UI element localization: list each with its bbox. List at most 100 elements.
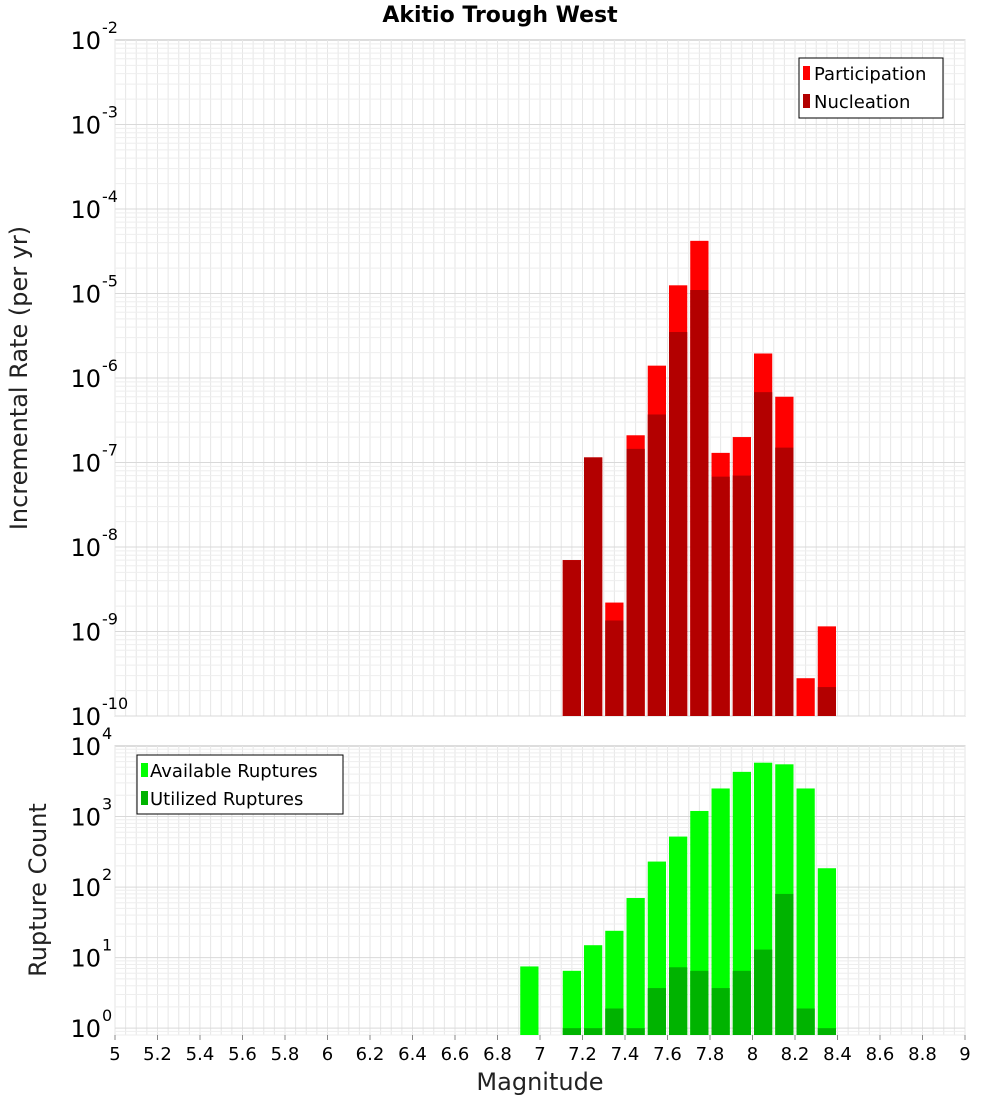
count-legend-box [136, 754, 344, 815]
bar-nucleation-8.15 [775, 447, 794, 716]
chart-title: Akitio Trough West [382, 3, 618, 28]
count-legend: Available Ruptures Utilized Ruptures [136, 754, 344, 815]
bar-utilized-ruptures-8.15 [775, 893, 794, 1035]
count-y-axis-label: Rupture Count [24, 803, 52, 977]
bar-utilized-ruptures-7.65 [669, 967, 688, 1035]
x-ticks: 5 5.2 5.4 5.6 5.8 6 6.2 6.4 6.6 6.8 7 7.2 7.4 7.6 7.8 8… [109, 1035, 971, 1065]
y-tick-exponent: 3 [102, 795, 112, 814]
y-tick-exponent: -10 [102, 694, 128, 713]
x-tick-label: 5.8 [271, 1044, 300, 1065]
x-tick-label: 7.8 [696, 1044, 725, 1065]
bar-nucleation-7.25 [584, 457, 603, 716]
bar-available-ruptures-7.85 [711, 788, 730, 1035]
legend-swatch-utilized [141, 791, 148, 805]
x-tick-label: 8.6 [866, 1044, 895, 1065]
bar-utilized-ruptures-7.45 [626, 1028, 645, 1035]
bar-utilized-ruptures-7.25 [584, 1028, 603, 1035]
y-tick-exponent: 1 [102, 936, 112, 955]
x-tick-label: 6.6 [441, 1044, 470, 1065]
y-tick-label: 10 [70, 619, 101, 647]
x-axis-label: Magnitude [476, 1068, 603, 1096]
count-bars [520, 762, 836, 1035]
y-tick-exponent: -7 [102, 441, 118, 460]
rate-bars [562, 240, 836, 716]
legend-label-nucleation: Nucleation [814, 92, 910, 113]
bar-nucleation-7.95 [732, 475, 751, 716]
y-tick-exponent: -3 [102, 103, 118, 122]
x-tick-label: 8.2 [781, 1044, 810, 1065]
x-tick-label: 7.2 [568, 1044, 597, 1065]
y-tick-label: 10 [70, 196, 101, 224]
bar-nucleation-7.35 [605, 620, 624, 716]
legend-swatch-nucleation [803, 94, 810, 108]
bar-nucleation-7.85 [711, 476, 730, 716]
y-tick-label: 10 [70, 534, 101, 562]
y-tick-exponent: -5 [102, 272, 118, 291]
y-tick-label: 10 [70, 874, 101, 902]
bar-available-ruptures-6.95 [520, 966, 539, 1035]
x-tick-label: 6.8 [483, 1044, 512, 1065]
bar-nucleation-7.65 [669, 332, 688, 716]
x-tick-label: 6 [322, 1044, 333, 1065]
bar-available-ruptures-7.25 [584, 945, 603, 1035]
bar-available-ruptures-8.25 [796, 788, 815, 1035]
bar-available-ruptures-8.35 [817, 868, 836, 1035]
bar-nucleation-8.35 [817, 687, 836, 716]
y-tick-exponent: -2 [102, 18, 118, 37]
x-tick-label: 8.4 [823, 1044, 852, 1065]
rate-grid [114, 40, 966, 717]
x-tick-label: 7.6 [653, 1044, 682, 1065]
y-tick-label: 10 [70, 281, 101, 309]
x-tick-label: 8.8 [908, 1044, 937, 1065]
y-tick-exponent: 4 [102, 724, 112, 743]
y-tick-exponent: -9 [102, 610, 118, 629]
x-tick-label: 6.4 [398, 1044, 427, 1065]
y-tick-exponent: -4 [102, 187, 118, 206]
y-tick-label: 10 [70, 365, 101, 393]
bar-utilized-ruptures-7.85 [711, 988, 730, 1035]
legend-label-available: Available Ruptures [150, 761, 318, 782]
rate-y-axis-label: Incremental Rate (per yr) [5, 226, 33, 530]
legend-swatch-participation [803, 66, 810, 80]
bar-available-ruptures-7.95 [732, 771, 751, 1035]
x-tick-label: 7 [534, 1044, 545, 1065]
bar-nucleation-7.55 [647, 414, 666, 716]
x-tick-label: 9 [959, 1044, 970, 1065]
bar-utilized-ruptures-7.15 [562, 1028, 581, 1035]
bar-nucleation-7.75 [690, 290, 709, 716]
y-tick-label: 10 [70, 450, 101, 478]
bar-utilized-ruptures-7.55 [647, 988, 666, 1035]
y-tick-label: 10 [70, 733, 101, 761]
y-tick-exponent: 0 [102, 1006, 112, 1025]
bar-utilized-ruptures-8.35 [817, 1028, 836, 1035]
bar-nucleation-8.05 [754, 392, 773, 716]
bar-utilized-ruptures-8.05 [754, 949, 773, 1035]
y-tick-label: 10 [70, 27, 101, 55]
y-tick-label: 10 [70, 945, 101, 973]
bar-nucleation-7.15 [562, 560, 581, 716]
rate-legend-box [798, 57, 944, 119]
x-tick-label: 6.2 [356, 1044, 385, 1065]
bar-nucleation-7.45 [626, 448, 645, 716]
bar-utilized-ruptures-7.35 [605, 1008, 624, 1035]
y-tick-label: 10 [70, 1015, 101, 1043]
bar-available-ruptures-7.15 [562, 970, 581, 1035]
rate-legend: Participation Nucleation [798, 57, 944, 119]
x-tick-label: 5.4 [186, 1044, 215, 1065]
legend-label-participation: Participation [814, 64, 926, 85]
bar-participation-8.25 [796, 678, 815, 716]
y-tick-exponent: 2 [102, 865, 112, 884]
x-tick-label: 5.6 [228, 1044, 257, 1065]
legend-label-utilized: Utilized Ruptures [150, 789, 303, 810]
x-tick-label: 8 [747, 1044, 758, 1065]
bar-utilized-ruptures-8.25 [796, 1008, 815, 1035]
bar-available-ruptures-7.45 [626, 898, 645, 1035]
x-tick-label: 7.4 [611, 1044, 640, 1065]
y-tick-exponent: -8 [102, 525, 118, 544]
x-tick-label: 5.2 [143, 1044, 172, 1065]
legend-swatch-available [141, 763, 148, 777]
